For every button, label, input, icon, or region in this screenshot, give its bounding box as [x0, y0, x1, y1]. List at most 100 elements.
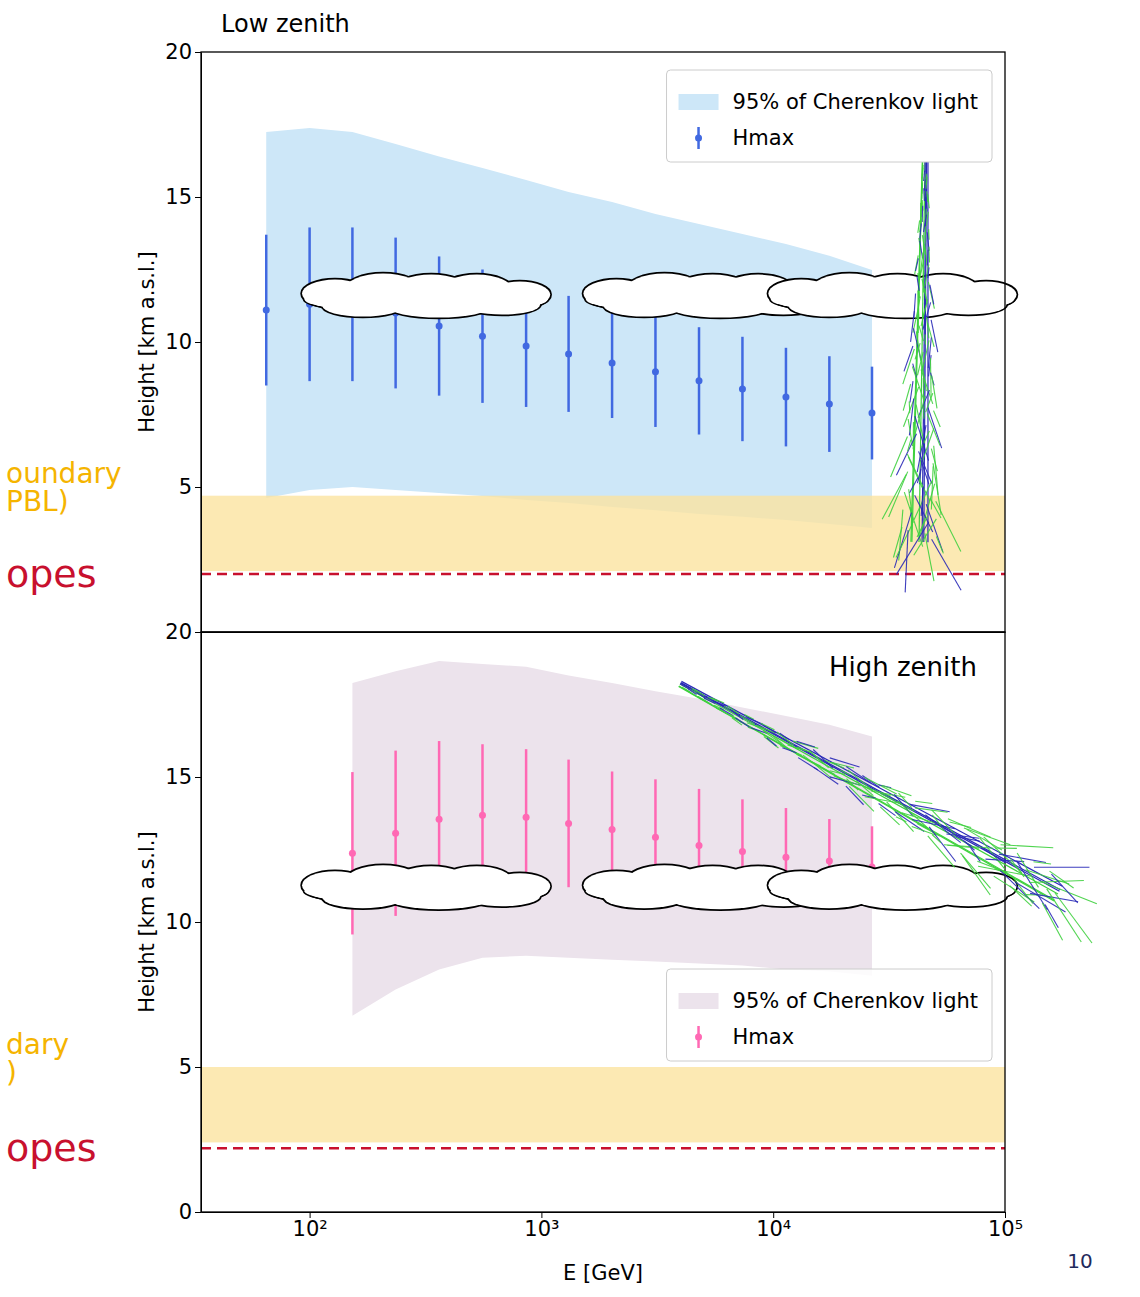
hmax-point: [565, 350, 572, 357]
hmax-point: [523, 814, 530, 821]
shower-track: [971, 848, 981, 862]
x-tick-label: 10⁵: [988, 1217, 1023, 1241]
shower-track: [907, 454, 930, 501]
chart-svg: oundaryPBL)opesdary)opes 5 10 15 20 Height [k…: [0, 0, 1140, 1297]
shower-track: [923, 305, 927, 318]
telescopes-label: opes: [6, 552, 97, 596]
x-axis-title: E [GeV]: [563, 1261, 643, 1285]
shower-track: [963, 856, 991, 895]
panel-title: High zenith: [829, 652, 977, 682]
shower-track: [913, 328, 921, 360]
shower-track: [947, 845, 979, 848]
cloud-outline: [930, 886, 1006, 906]
shower-track: [1010, 886, 1032, 906]
shower-track: [780, 733, 789, 739]
plot-frame: [201, 632, 1005, 1212]
chart-container: oundaryPBL)opesdary)opes 5 10 15 20 Height [k…: [0, 0, 1140, 1297]
shower-track: [964, 828, 1010, 845]
shower-track: [928, 282, 934, 309]
shower-track: [818, 766, 834, 775]
air-shower: [679, 681, 1097, 943]
shower-track: [905, 530, 908, 592]
shower-track: [950, 822, 972, 827]
hmax-point: [523, 343, 530, 350]
shower-track: [920, 203, 922, 217]
y-tick-mark: [195, 922, 201, 923]
legend-item: 95% of Cherenkov light: [679, 989, 978, 1013]
legend-label: Hmax: [733, 126, 795, 150]
cloud-fill: [464, 295, 540, 315]
shower-track: [846, 786, 864, 805]
shower-track: [1045, 904, 1058, 927]
shower-track: [994, 869, 1004, 873]
y-tick: 5: [179, 475, 201, 499]
panel-title: Low zenith: [221, 10, 350, 38]
shower-track: [917, 469, 920, 483]
legend-label: 95% of Cherenkov light: [733, 90, 978, 114]
y-tick-label: 10: [165, 910, 192, 934]
y-tick-label: 15: [165, 185, 192, 209]
y-tick: 20: [165, 620, 201, 644]
x-tick: 10⁴: [756, 1212, 791, 1241]
shower-track: [932, 539, 962, 590]
y-tick: 15: [165, 185, 201, 209]
y-tick-mark: [195, 197, 201, 198]
y-tick: 10: [165, 910, 201, 934]
telescopes-label: opes: [6, 1126, 97, 1170]
hmax-point: [479, 333, 486, 340]
shower-track: [915, 255, 919, 274]
shower-track: [932, 834, 941, 842]
y-tick-mark: [195, 487, 201, 488]
cherenkov-band: [352, 661, 872, 1016]
shower-track: [926, 393, 933, 412]
shower-track: [899, 793, 912, 808]
hmax-point: [263, 307, 270, 314]
y-tick-label: 15: [165, 765, 192, 789]
y-tick: 20: [165, 40, 201, 64]
shower-track: [915, 416, 929, 460]
y-axis-line: [201, 633, 202, 1213]
shower-track: [924, 171, 925, 181]
shower-track: [928, 229, 929, 240]
shower-track: [928, 194, 930, 208]
shower-track: [761, 723, 775, 730]
shower-track: [887, 802, 914, 832]
x-tick-label: 10²: [293, 1217, 328, 1241]
shower-track: [893, 527, 902, 557]
shower-track: [1029, 881, 1084, 883]
shower-track: [1000, 871, 1039, 909]
shower-track: [782, 748, 796, 753]
side-annotations: oundaryPBL)opesdary)opes: [6, 457, 122, 1170]
y-tick-mark: [195, 1067, 201, 1068]
y-axis-title: Height [km a.s.l.]: [135, 831, 159, 1012]
y-tick-label: 10: [165, 330, 192, 354]
shower-track: [926, 177, 927, 189]
shower-track: [681, 681, 1062, 886]
plot-area: [201, 661, 1005, 1148]
shower-track: [948, 819, 991, 838]
shower-track: [894, 513, 911, 568]
y-axis-line: [201, 53, 202, 633]
cloud: [768, 865, 1016, 909]
shower-track: [831, 762, 854, 768]
shower-track: [841, 770, 850, 774]
cloud: [302, 274, 550, 318]
legend-swatch: [695, 1034, 702, 1041]
shower-track: [1034, 867, 1089, 868]
telescopes-line: [201, 1147, 1005, 1150]
y-tick-label: 5: [179, 1055, 192, 1079]
shower-track: [680, 683, 1059, 891]
hmax-point: [479, 812, 486, 819]
shower-track: [915, 343, 920, 359]
x-tick: 10⁵: [988, 1212, 1023, 1241]
legend-swatch: [679, 993, 719, 1009]
shower-track: [813, 763, 831, 778]
shower-track: [909, 402, 911, 414]
shower-track: [927, 162, 928, 542]
shower-track: [846, 767, 870, 783]
shower-track: [680, 684, 1058, 894]
shower-track: [913, 422, 914, 449]
cloud-outline: [930, 295, 1006, 315]
shower-track: [911, 311, 915, 342]
shower-track: [925, 226, 927, 243]
